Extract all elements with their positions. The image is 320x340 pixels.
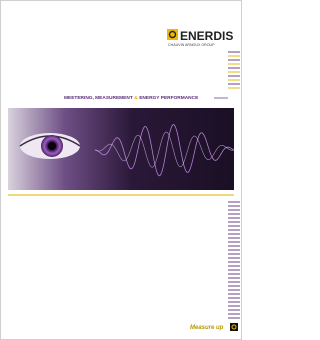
tagline: Measure up <box>190 325 224 331</box>
footer-logo <box>230 323 238 331</box>
headline-part: ENERGY PERFORMANCE <box>139 95 199 101</box>
headline-ampersand: & <box>134 95 138 101</box>
headline: MEETERING, MEASUREMENT&ENERGY PERFORMANC… <box>64 95 199 101</box>
brochure-cover: ENERDIS CHAUVIN ARNOUX GROUP MEETERING, … <box>0 0 242 340</box>
brand-name: ENERDIS <box>180 29 233 43</box>
headline-part: MEETERING, MEASUREMENT <box>64 95 133 101</box>
eye-pupil <box>48 142 56 150</box>
page: ENERDIS CHAUVIN ARNOUX GROUP MEETERING, … <box>0 0 242 340</box>
logo-mark <box>167 29 178 40</box>
group-name: CHAUVIN ARNOUX GROUP <box>168 43 215 47</box>
